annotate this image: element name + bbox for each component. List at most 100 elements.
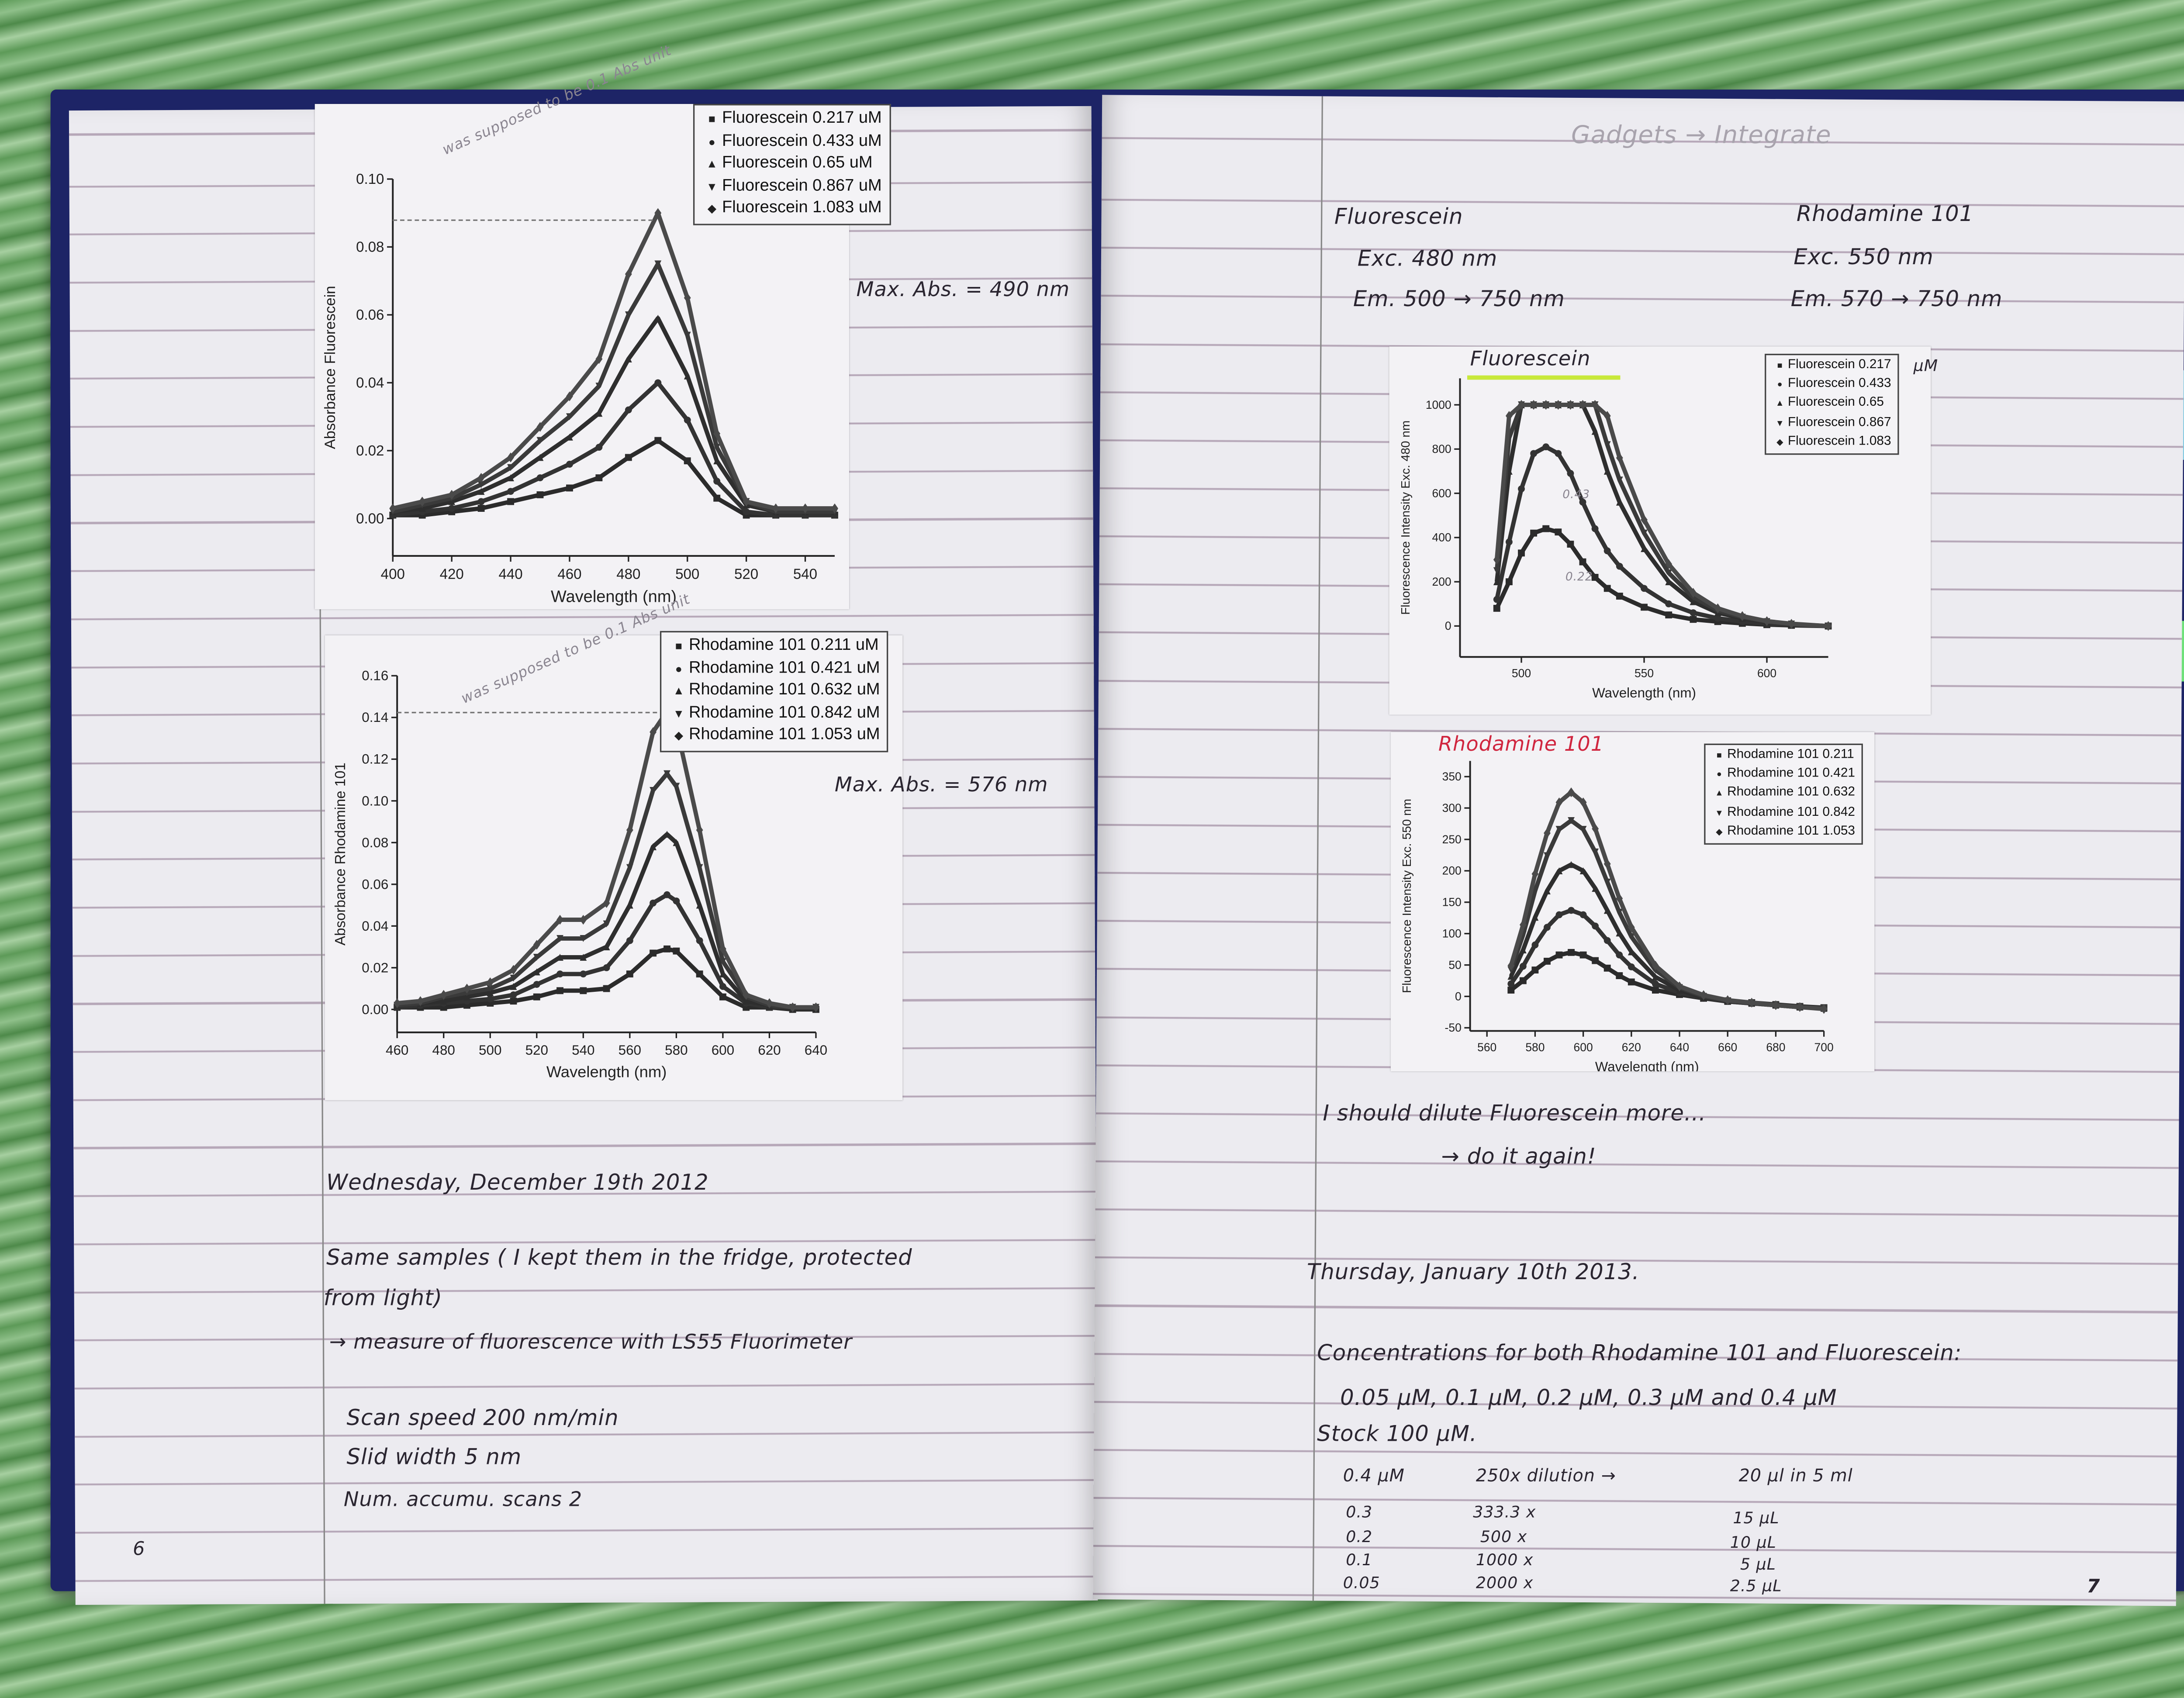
table-cell-conc: 0.1 [1346,1550,1373,1570]
table-cell-volume: 5 μL [1740,1555,1776,1574]
series-line [397,946,816,1012]
table-cell-dilution: 1000 x [1476,1550,1534,1570]
x-axis-label: Wavelength (nm) [551,588,677,606]
marker-triangle-up [1628,948,1635,956]
marker-circle [1714,614,1721,622]
marker-circle [1568,907,1575,914]
x-tick-label: 600 [1757,667,1776,680]
marker-circle [1690,609,1697,616]
marker-square [1530,529,1538,537]
marker-square [673,947,680,955]
legend-item: ■ Fluorescein 0.217 uM [702,108,882,131]
marker-diamond [766,998,773,1008]
marker-square [1555,951,1563,959]
marker-diamond [626,825,633,835]
marker-diamond [1579,400,1586,410]
x-tick-label: 550 [1635,667,1654,680]
marker-square [556,987,563,994]
marker-triangle-up [1603,467,1611,475]
y-tick-label: 0.12 [362,752,388,767]
legend-marker-circle-icon: ● [1716,771,1722,780]
legend-marker-circle-icon: ● [708,135,715,148]
marker-triangle-up [510,983,517,990]
marker-square [626,970,633,978]
legend-marker-circle-icon: ● [675,662,682,675]
marker-square [1603,964,1611,972]
marker-square [1652,987,1659,994]
marker-diamond [1616,893,1623,904]
marker-circle [743,508,750,515]
x-tick-label: 580 [665,1042,688,1058]
rhodamine-exc: Exc. 550 nm [1794,244,1934,270]
x-axis-label: Wavelength (nm) [1592,685,1696,701]
marker-triangle-up [626,901,633,909]
legend-marker-diamond-icon: ◆ [674,729,684,742]
series-line [392,380,835,518]
legend-item: ▲ Rhodamine 101 0.632 uM [669,680,880,702]
marker-triangle-down [1568,817,1575,824]
marker-triangle-down [1616,908,1623,916]
legend-label: Rhodamine 101 0.632 [1727,784,1855,799]
marker-triangle-up [719,970,726,978]
marker-circle [556,970,563,978]
series-line [393,438,835,518]
x-axis-label: Wavelength (nm) [1595,1059,1699,1071]
marker-circle [1616,951,1623,959]
x-tick-label: 460 [386,1042,408,1058]
y-tick-label: 0.14 [362,710,388,725]
table-cell-conc: 0.3 [1346,1503,1373,1522]
table-cell-volume: 2.5 μL [1730,1577,1782,1596]
y-tick-label: 0.08 [356,239,384,255]
chart-fluorescein-absorbance: 400 420 440 460 480 500 520 540 0.00 0.02 0.04 0.06… [314,104,849,610]
marker-circle [1542,443,1550,451]
chart-title-handwritten: Fluorescein [1470,348,1591,371]
marker-triangle-up [1616,929,1623,937]
marker-triangle-down [663,770,670,777]
curve-label: 0.22 [1565,570,1593,583]
y-axis-label: Absorbance Fluorescein [322,286,339,449]
marker-square [566,484,573,492]
marker-triangle-up [1652,973,1659,980]
legend-item: ■ Rhodamine 101 0.211 uM [669,635,880,658]
marker-square [1531,966,1539,974]
marker-triangle-up [743,997,750,1005]
dashed-guide-line [397,711,657,714]
marker-diamond [1493,555,1500,565]
chart-legend: ■ Fluorescein 0.217 ● Fluorescein 0.433 ▲ Flu… [1765,353,1899,455]
marker-square [580,987,587,994]
legend-label: Fluorescein 1.083 uM [722,199,882,217]
series-line [397,709,816,1010]
marker-circle [1555,450,1562,457]
legend-marker-square-icon: ■ [675,639,682,653]
marker-square [510,997,517,1005]
marker-square [719,993,726,1001]
marker-circle [603,964,610,971]
marker-circle [625,406,632,414]
marker-circle [1603,937,1611,944]
marker-diamond [696,825,703,835]
marker-square [1628,978,1635,986]
header-note: Gadgets → Integrate [1571,121,1832,150]
marker-circle [510,991,517,998]
marker-triangle-up [1665,578,1673,586]
marker-triangle-down [1592,848,1599,856]
marker-triangle-down [510,974,517,982]
marker-square [1690,616,1697,623]
marker-triangle-up [595,410,603,417]
marker-triangle-down [1628,933,1635,940]
marker-triangle-up [463,993,470,1001]
marker-circle [1592,922,1599,930]
marker-square [507,498,514,505]
y-axis-label: Absorbance Rhodamine 101 [332,763,349,946]
page-number: 6 [133,1539,145,1561]
marker-circle [719,983,726,990]
page-number: 7 [2087,1577,2101,1598]
entry-date: Thursday, January 10th 2013. [1307,1259,1640,1285]
marker-square [533,993,540,1001]
marker-triangle-down [603,920,610,928]
marker-square [625,454,632,461]
legend-label: Fluorescein 0.433 uM [722,132,882,150]
y-axis-label: Fluorescence Intensity Exc. 550 nm [1400,799,1413,993]
legend-label: Rhodamine 101 0.842 [1727,804,1855,818]
marker-triangle-down [625,311,632,318]
